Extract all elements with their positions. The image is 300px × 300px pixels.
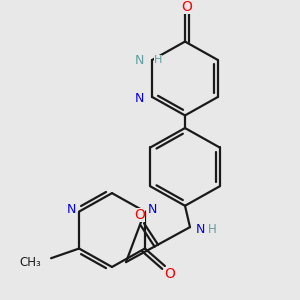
Text: N: N <box>148 203 158 216</box>
Text: O: O <box>182 0 192 14</box>
Text: H: H <box>208 223 217 236</box>
Text: N: N <box>135 92 144 105</box>
Text: N: N <box>196 223 206 236</box>
Text: CH₃: CH₃ <box>19 256 41 268</box>
Text: O: O <box>164 267 175 281</box>
Text: N: N <box>66 203 76 216</box>
Text: H: H <box>154 55 163 65</box>
Text: N: N <box>135 53 144 67</box>
Text: O: O <box>135 208 146 223</box>
